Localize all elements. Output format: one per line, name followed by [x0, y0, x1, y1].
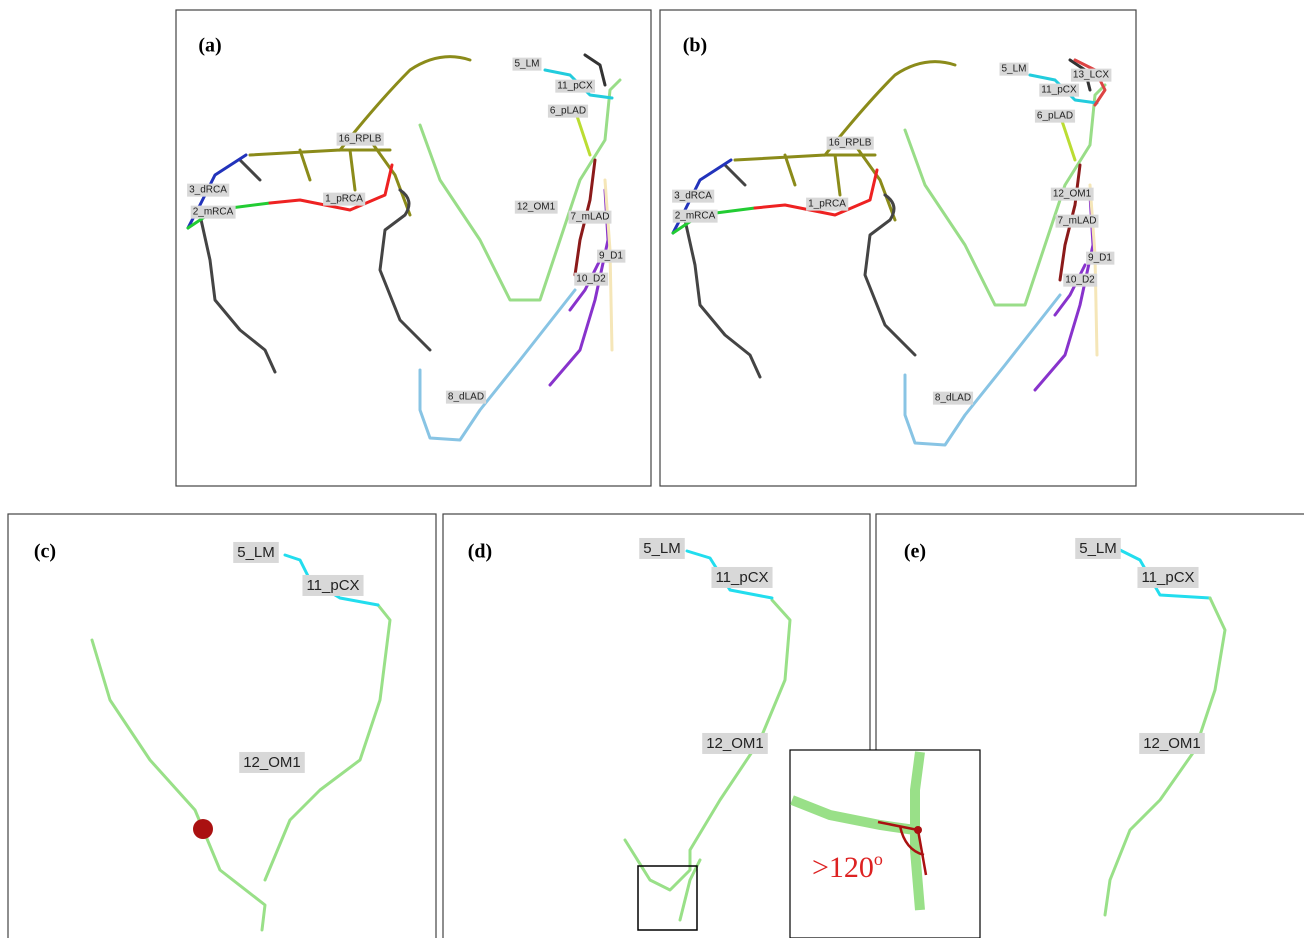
- segment-label: 1_pRCA: [808, 199, 846, 210]
- panel-label: (a): [198, 35, 221, 57]
- segment-label: 11_pCX: [715, 569, 768, 586]
- segment-label: 7_mLAD: [1058, 216, 1097, 227]
- panel-label: (c): [34, 541, 56, 563]
- panel-label: (e): [904, 541, 926, 563]
- segment-label: 5_LM: [237, 544, 275, 561]
- angle-text: >120: [812, 851, 874, 884]
- segment-label: 3_dRCA: [189, 185, 227, 196]
- segment-label: 1_pRCA: [325, 194, 363, 205]
- segment-label: 8_dLAD: [935, 393, 971, 404]
- segment-label: 11_pCX: [1141, 569, 1194, 586]
- angle-superscript: o: [874, 849, 883, 869]
- segment-label: 10_D2: [576, 274, 606, 285]
- figure: >120o (a) 5_LM 11_pCX 6_pLAD 16_RPLB 3_dRCA 2_…: [0, 0, 1304, 938]
- segment-label: 6_pLAD: [550, 106, 586, 117]
- segment-label: 5_LM: [514, 59, 539, 70]
- segment-label: 2_mRCA: [193, 207, 234, 218]
- segment-label: 3_dRCA: [674, 191, 712, 202]
- panel-label: (d): [468, 541, 492, 563]
- segment-label: 8_dLAD: [448, 392, 484, 403]
- segment-label: 9_D1: [599, 251, 623, 262]
- segment-label: 6_pLAD: [1037, 111, 1073, 122]
- segment-label: 12_OM1: [1143, 735, 1201, 752]
- segment-label: 9_D1: [1088, 253, 1112, 264]
- angle-annotation: >120o: [812, 849, 883, 884]
- segment-label: 5_LM: [1001, 64, 1026, 75]
- point: [193, 819, 213, 839]
- vertex: [914, 826, 922, 834]
- segment-label: 2_mRCA: [675, 211, 716, 222]
- segment-label: 12_OM1: [1053, 189, 1092, 200]
- segment-label: 11_pCX: [306, 577, 359, 594]
- segment-label: 7_mLAD: [571, 212, 610, 223]
- segment-label: 10_D2: [1065, 275, 1095, 286]
- segment-label: 5_LM: [643, 540, 681, 557]
- segment-label: 11_pCX: [557, 81, 593, 92]
- segment-label: 5_LM: [1079, 540, 1117, 557]
- segment-label: 16_RPLB: [829, 138, 872, 149]
- segment-label: 11_pCX: [1041, 85, 1077, 96]
- inset: [790, 750, 980, 938]
- segment-label: 12_OM1: [517, 202, 556, 213]
- panel-label: (b): [683, 35, 707, 57]
- segment-label: 16_RPLB: [339, 134, 382, 145]
- segment-label: 12_OM1: [243, 754, 301, 771]
- segment-label: 13_LCX: [1073, 70, 1109, 81]
- segment-label: 12_OM1: [706, 735, 764, 752]
